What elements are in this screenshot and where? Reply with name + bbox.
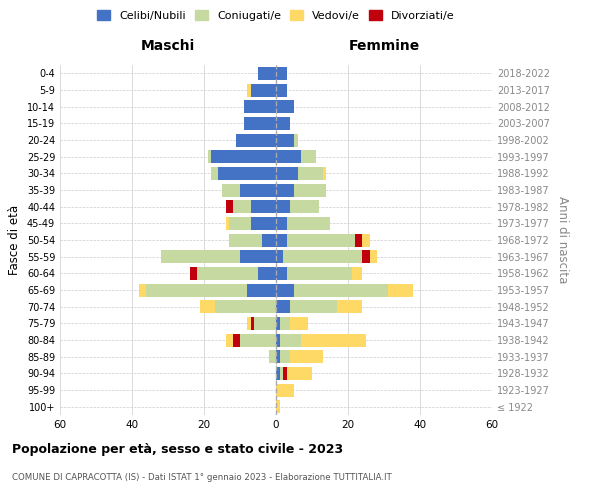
Bar	[211, 150, 276, 163]
Text: COMUNE DI CAPRACOTTA (IS) - Dati ISTAT 1° gennaio 2023 - Elaborazione TUTTITALIA: COMUNE DI CAPRACOTTA (IS) - Dati ISTAT 1…	[12, 472, 392, 482]
Bar	[323, 167, 326, 180]
Bar	[236, 134, 276, 146]
Bar	[276, 384, 294, 396]
Bar	[139, 284, 146, 296]
Bar	[301, 150, 316, 163]
Bar	[276, 100, 294, 113]
Bar	[240, 184, 276, 196]
Bar	[258, 67, 276, 80]
Bar	[276, 350, 280, 363]
Bar	[247, 317, 251, 330]
Bar	[146, 284, 247, 296]
Bar	[287, 234, 355, 246]
Bar	[251, 84, 276, 96]
Text: Maschi: Maschi	[141, 40, 195, 54]
Bar	[244, 117, 276, 130]
Bar	[251, 217, 276, 230]
Bar	[240, 250, 276, 263]
Bar	[258, 267, 276, 280]
Bar	[280, 367, 283, 380]
Bar	[251, 200, 276, 213]
Bar	[233, 334, 240, 346]
Bar	[276, 200, 290, 213]
Bar	[161, 250, 240, 263]
Bar	[276, 84, 287, 96]
Bar	[226, 217, 229, 230]
Y-axis label: Fasce di età: Fasce di età	[8, 205, 21, 275]
Bar	[294, 134, 298, 146]
Bar	[287, 367, 312, 380]
Bar	[240, 334, 276, 346]
Bar	[276, 284, 294, 296]
Bar	[290, 300, 337, 313]
Bar	[370, 250, 377, 263]
Bar	[226, 334, 233, 346]
Bar	[280, 334, 301, 346]
Bar	[276, 234, 287, 246]
Bar	[229, 234, 262, 246]
Bar	[276, 134, 294, 146]
Bar	[276, 367, 280, 380]
Bar	[337, 300, 362, 313]
Bar	[276, 317, 280, 330]
Bar	[388, 284, 413, 296]
Bar	[197, 267, 258, 280]
Bar	[287, 267, 352, 280]
Bar	[200, 300, 215, 313]
Bar	[215, 300, 276, 313]
Bar	[208, 150, 211, 163]
Y-axis label: Anni di nascita: Anni di nascita	[556, 196, 569, 284]
Bar	[247, 84, 251, 96]
Bar	[287, 217, 330, 230]
Bar	[262, 234, 276, 246]
Bar	[269, 350, 276, 363]
Bar	[276, 117, 290, 130]
Bar	[251, 317, 254, 330]
Bar	[276, 217, 287, 230]
Bar	[352, 267, 362, 280]
Bar	[276, 300, 290, 313]
Bar	[211, 167, 218, 180]
Bar	[290, 317, 308, 330]
Bar	[276, 267, 287, 280]
Bar	[294, 284, 388, 296]
Bar	[233, 200, 251, 213]
Bar	[254, 317, 276, 330]
Legend: Celibi/Nubili, Coniugati/e, Vedovi/e, Divorziati/e: Celibi/Nubili, Coniugati/e, Vedovi/e, Di…	[95, 8, 457, 23]
Bar	[276, 250, 283, 263]
Bar	[280, 350, 290, 363]
Bar	[276, 67, 287, 80]
Bar	[283, 367, 287, 380]
Bar	[276, 400, 280, 413]
Bar	[294, 184, 326, 196]
Bar	[222, 184, 240, 196]
Bar	[276, 184, 294, 196]
Bar	[362, 234, 370, 246]
Bar	[301, 334, 366, 346]
Bar	[244, 100, 276, 113]
Bar	[247, 284, 276, 296]
Bar	[283, 250, 362, 263]
Bar	[276, 150, 301, 163]
Bar	[290, 350, 323, 363]
Bar	[290, 200, 319, 213]
Bar	[298, 167, 323, 180]
Bar	[276, 167, 298, 180]
Text: Popolazione per età, sesso e stato civile - 2023: Popolazione per età, sesso e stato civil…	[12, 442, 343, 456]
Bar	[190, 267, 197, 280]
Bar	[226, 200, 233, 213]
Bar	[229, 217, 251, 230]
Bar	[280, 317, 290, 330]
Text: Femmine: Femmine	[349, 40, 419, 54]
Bar	[276, 334, 280, 346]
Bar	[362, 250, 370, 263]
Bar	[218, 167, 276, 180]
Bar	[355, 234, 362, 246]
